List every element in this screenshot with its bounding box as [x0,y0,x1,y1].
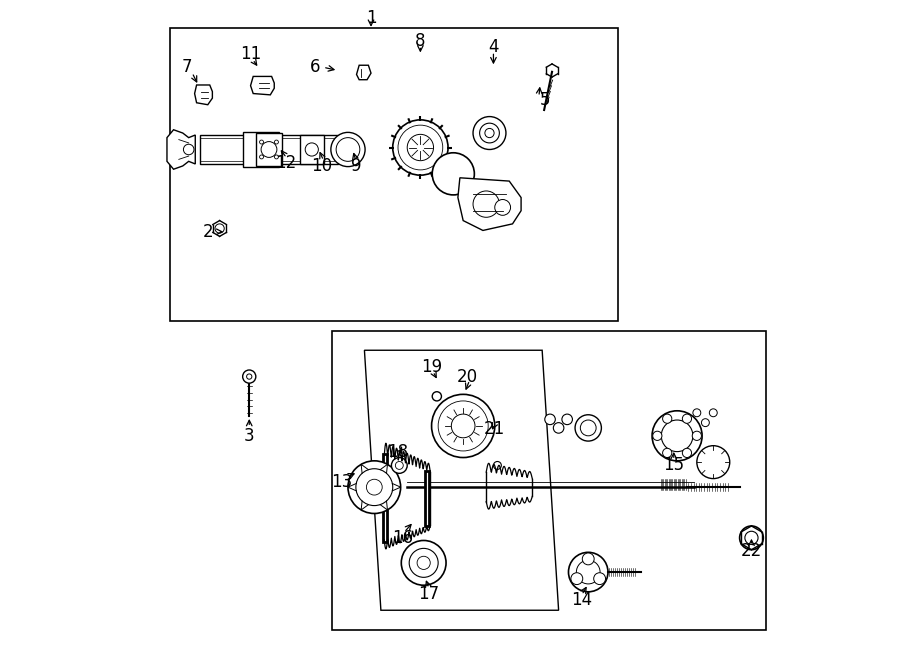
Circle shape [331,132,365,167]
Circle shape [480,123,500,143]
Text: 4: 4 [488,38,499,56]
Text: 18: 18 [387,444,408,461]
Circle shape [594,572,606,584]
Circle shape [348,461,400,514]
Text: 13: 13 [331,473,353,491]
Circle shape [407,134,434,161]
Text: 12: 12 [274,153,296,172]
Circle shape [356,469,392,506]
Circle shape [662,420,693,451]
Circle shape [682,448,691,457]
Bar [300,135,324,164]
Polygon shape [458,178,521,231]
Circle shape [582,553,594,565]
Text: 22: 22 [741,542,762,560]
Circle shape [652,431,662,440]
Text: 10: 10 [311,157,332,175]
Text: 11: 11 [240,45,261,63]
Text: 3: 3 [244,427,255,445]
Circle shape [184,144,194,155]
Circle shape [693,408,701,416]
Circle shape [682,414,691,423]
Circle shape [701,418,709,426]
Bar [200,135,338,164]
Circle shape [697,446,730,479]
Bar [256,133,283,166]
Circle shape [745,531,758,545]
Circle shape [554,422,564,433]
Polygon shape [356,65,371,80]
Text: 20: 20 [457,368,478,385]
Text: 5: 5 [540,91,551,109]
Text: 1: 1 [365,9,376,27]
Circle shape [473,116,506,149]
Circle shape [392,120,448,175]
Text: 16: 16 [392,529,413,547]
Text: 21: 21 [484,420,506,438]
Bar [331,330,766,630]
Text: 17: 17 [418,585,439,603]
Text: 14: 14 [572,592,592,609]
Text: 15: 15 [663,457,684,475]
Circle shape [571,572,582,584]
Circle shape [709,408,717,416]
Circle shape [740,526,763,550]
Circle shape [652,410,702,461]
Circle shape [575,414,601,441]
Text: 19: 19 [421,358,442,375]
Circle shape [432,153,474,195]
Polygon shape [250,77,274,95]
Text: 7: 7 [182,58,192,76]
Polygon shape [194,85,212,104]
Bar [243,132,279,167]
Polygon shape [167,130,195,169]
Circle shape [662,448,671,457]
Circle shape [692,431,701,440]
Circle shape [473,191,500,217]
Circle shape [495,200,510,215]
Text: 6: 6 [310,58,320,76]
Circle shape [432,395,495,457]
Circle shape [243,370,256,383]
Text: 8: 8 [415,32,426,50]
Circle shape [562,414,572,424]
Bar [382,453,387,542]
Text: 9: 9 [351,157,361,175]
Circle shape [392,457,407,473]
Circle shape [544,414,555,424]
Circle shape [662,414,671,423]
Circle shape [401,541,446,585]
Circle shape [569,553,608,592]
Bar [170,28,617,321]
Circle shape [410,549,438,577]
Bar [425,471,429,526]
Text: 2: 2 [203,223,213,241]
